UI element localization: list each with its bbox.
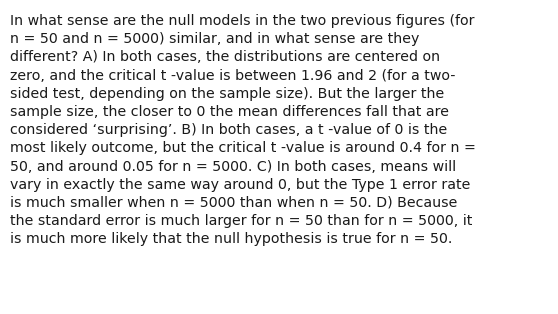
Text: In what sense are the null models in the two previous figures (for
n = 50 and n : In what sense are the null models in the… (10, 14, 476, 246)
